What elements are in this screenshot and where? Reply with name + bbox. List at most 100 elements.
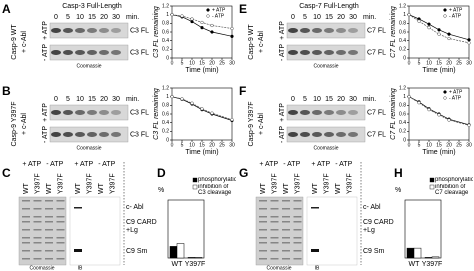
construct-label: Casp-9 Y397F: [11, 101, 18, 146]
gel: [255, 196, 304, 266]
x-axis-label: Time (min): [185, 149, 218, 156]
series-line: [171, 14, 233, 37]
band: [300, 132, 310, 137]
bar: [176, 243, 185, 259]
band-label: C3 FL: [130, 49, 149, 56]
band: [312, 110, 322, 115]
gel: [18, 196, 67, 266]
panel-letter: E: [239, 2, 247, 16]
series-line: [171, 96, 233, 121]
data-point: [447, 32, 451, 36]
bar: [194, 257, 203, 259]
gel-band: [282, 216, 290, 218]
band: [336, 28, 346, 33]
gel-band: [22, 221, 30, 223]
time-label: 10: [313, 96, 321, 103]
band-label: C3 FL: [130, 131, 149, 138]
time-label: 20: [100, 96, 108, 103]
band: [51, 110, 61, 115]
band: [312, 28, 322, 33]
time-label: 5: [303, 14, 307, 21]
time-unit: min.: [126, 96, 139, 103]
gel-band: [45, 229, 53, 231]
condition-label: - ATP: [283, 161, 300, 168]
gel-band: [45, 208, 53, 210]
condition-label: + ATP: [259, 161, 278, 168]
time-label: 10: [76, 96, 84, 103]
band: [99, 28, 109, 33]
series-line: [408, 14, 470, 44]
x-tick-label: 30: [466, 60, 472, 66]
band: [87, 132, 97, 137]
gel-band: [282, 250, 290, 252]
bar: [406, 247, 415, 259]
y-tick-label: 0.4: [162, 38, 169, 44]
legend-box: phosphorylation: [198, 177, 236, 183]
blot-band: [311, 207, 319, 209]
y-tick-label: 0.2: [399, 129, 406, 135]
gel-band: [56, 250, 65, 252]
legend-label: inhibition of C7 cleavage: [435, 183, 469, 196]
lane-label: Y397F: [294, 173, 301, 194]
time-unit: min.: [126, 14, 139, 21]
x-tick-label: 5: [181, 142, 184, 148]
band: [111, 132, 121, 137]
band: [348, 132, 358, 137]
condition-label: + ATP: [42, 103, 49, 122]
gel-band: [259, 258, 267, 260]
bar: [187, 257, 196, 259]
bar: [431, 256, 440, 259]
y-tick-label: 0.8: [399, 103, 406, 109]
time-label: 0: [54, 14, 58, 21]
band: [288, 50, 298, 55]
time-label: 30: [112, 96, 120, 103]
band-label: C3 FL: [130, 27, 149, 34]
panel-title: Casp-3 Full-Length: [62, 3, 122, 10]
x-tick-label: Y397F: [185, 261, 206, 268]
x-tick-label: 10: [426, 60, 432, 66]
data-point: [437, 32, 441, 36]
y-axis-label: C3 FL remaining: [153, 6, 160, 58]
construct-label: + c-Abl: [258, 31, 265, 53]
x-tick-label: 5: [181, 60, 184, 66]
time-label: 10: [76, 14, 84, 21]
y-axis-label: %: [395, 187, 401, 194]
gel-band: [293, 208, 302, 210]
plot-frame: [171, 87, 233, 141]
gel-band: [33, 237, 42, 239]
time-label: 20: [337, 96, 345, 103]
condition-label: + ATP: [74, 161, 93, 168]
time-label: 30: [112, 14, 120, 21]
series-line: [408, 96, 470, 126]
legend-marker: [443, 96, 447, 100]
gel-band: [56, 229, 65, 231]
time-unit: min.: [363, 96, 376, 103]
band: [312, 132, 322, 137]
legend-label: inhibition of C3 cleavage: [198, 183, 232, 196]
condition-label: + ATP: [22, 161, 41, 168]
gel-band: [56, 216, 65, 218]
data-point: [447, 118, 451, 122]
gel-band: [33, 216, 42, 218]
band: [300, 28, 310, 33]
x-tick-label: 0: [171, 60, 174, 66]
data-point: [467, 123, 471, 127]
gel-band: [45, 216, 53, 218]
gel-band: [22, 237, 30, 239]
construct-label: + c-Abl: [258, 113, 265, 135]
lane-label: WT: [260, 182, 267, 194]
band: [87, 110, 97, 115]
gel-band: [56, 242, 65, 244]
condition-label: - ATP: [279, 44, 286, 61]
construct-label: Casp-9 WT: [11, 24, 18, 60]
condition-label: - ATP: [98, 161, 115, 168]
plot-frame: [404, 199, 442, 259]
band: [336, 110, 346, 115]
x-tick-label: 15: [199, 60, 205, 66]
legend-swatch: [429, 184, 435, 190]
marker-label: +Lg: [126, 227, 138, 234]
band: [348, 110, 358, 115]
time-label: 15: [325, 96, 333, 103]
x-tick-label: 0: [408, 142, 411, 148]
band: [300, 110, 310, 115]
